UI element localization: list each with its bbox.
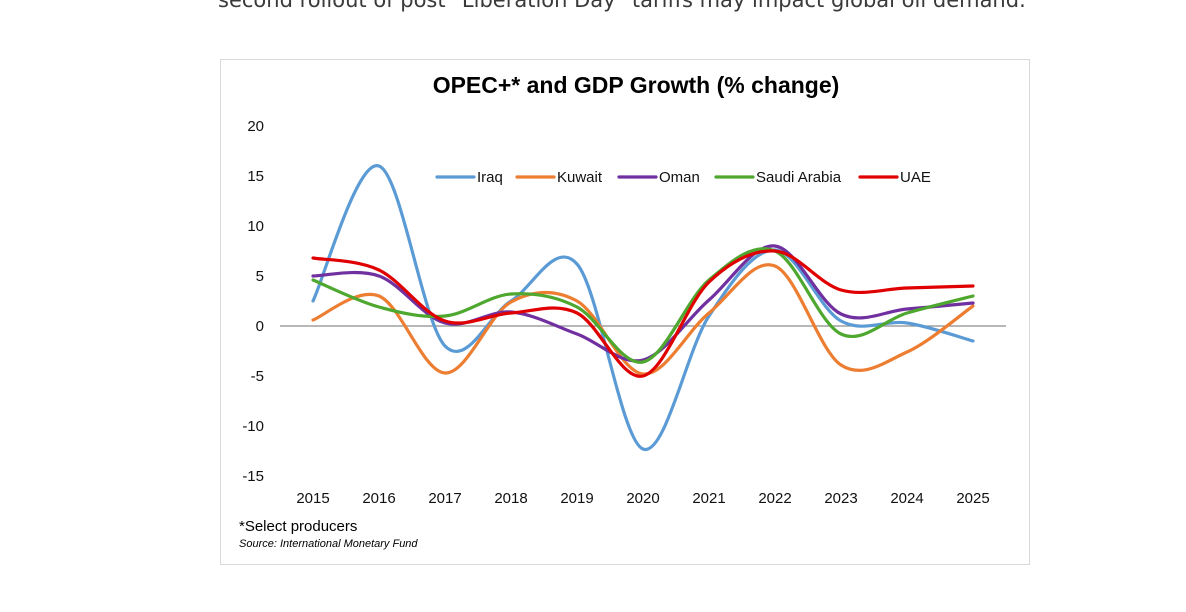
y-tick-label: 20 (247, 118, 264, 135)
series-line-iraq (311, 164, 975, 451)
x-tick-label: 2024 (890, 490, 923, 507)
series-line-saudi-arabia (311, 247, 975, 364)
x-tick-label: 2017 (428, 490, 461, 507)
y-tick-label: 15 (247, 168, 264, 185)
article-text: second rollout of post "Liberation Day" … (218, 0, 1026, 12)
x-tick-label: 2015 (296, 490, 329, 507)
y-tick-label: -10 (242, 418, 264, 435)
legend-label-iraq: Iraq (477, 169, 503, 186)
chart-source: Source: International Monetary Fund (239, 538, 418, 550)
x-tick-label: 2022 (758, 490, 791, 507)
series-line-uae (311, 249, 975, 378)
y-tick-label: 5 (256, 268, 264, 285)
x-tick-label: 2018 (494, 490, 527, 507)
x-tick-label: 2025 (956, 490, 989, 507)
legend-label-oman: Oman (659, 169, 700, 186)
chart-title: OPEC+* and GDP Growth (% change) (433, 72, 840, 98)
y-tick-label: -5 (251, 368, 264, 385)
chart-footnote: *Select producers (239, 518, 358, 535)
legend: Iraq Kuwait Oman Saudi Arabia UAE (435, 169, 931, 186)
x-tick-label: 2023 (824, 490, 857, 507)
x-tick-label: 2020 (626, 490, 659, 507)
y-tick-label: 10 (247, 218, 264, 235)
x-axis: 2015 2016 2017 2018 2019 2020 2021 2022 2023 2024… (280, 325, 1006, 507)
y-axis: 20 15 10 5 0 -5 -10 -15 (242, 118, 264, 485)
y-tick-label: 0 (256, 318, 264, 335)
legend-label-kuwait: Kuwait (557, 169, 603, 186)
series-line-oman (311, 244, 975, 363)
legend-label-saudi-arabia: Saudi Arabia (756, 169, 842, 186)
series-group (311, 164, 975, 451)
y-tick-label: -15 (242, 468, 264, 485)
series-line-kuwait (311, 263, 975, 376)
legend-label-uae: UAE (900, 169, 931, 186)
x-tick-label: 2016 (362, 490, 395, 507)
x-tick-label: 2019 (560, 490, 593, 507)
x-tick-label: 2021 (692, 490, 725, 507)
